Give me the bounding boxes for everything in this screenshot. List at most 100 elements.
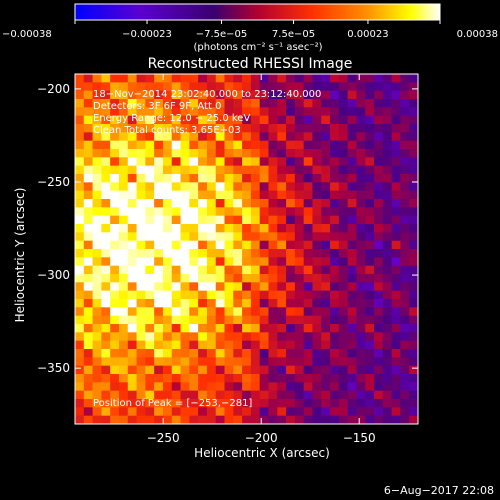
heatmap-cell	[145, 290, 155, 300]
heatmap-cell	[224, 149, 234, 158]
heatmap-cell	[250, 299, 261, 308]
heatmap-cell	[400, 132, 410, 142]
heatmap-cell	[198, 132, 208, 142]
heatmap-cell	[154, 149, 164, 158]
heatmap-cell	[250, 165, 261, 175]
heatmap-cell	[400, 82, 410, 92]
heatmap-cell	[136, 165, 146, 175]
heatmap-cell	[154, 365, 164, 375]
heatmap-cell	[75, 165, 85, 175]
heatmap-cell	[198, 349, 208, 358]
heatmap-cell	[356, 115, 366, 125]
heatmap-cell	[321, 165, 331, 175]
heatmap-cell	[409, 215, 418, 225]
heatmap-cell	[136, 207, 146, 217]
heatmap-cell	[215, 282, 225, 292]
heatmap-cell	[145, 399, 155, 408]
heatmap-cell	[312, 157, 322, 167]
heatmap-cell	[321, 74, 331, 83]
heatmap-cell	[365, 365, 375, 375]
heatmap-cell	[180, 124, 190, 133]
heatmap-cell	[312, 132, 322, 142]
heatmap-cell	[75, 357, 85, 367]
heatmap-cell	[400, 390, 410, 400]
heatmap-cell	[330, 365, 340, 375]
heatmap-cell	[145, 349, 155, 358]
heatmap-cell	[312, 407, 322, 417]
heatmap-cell	[127, 340, 137, 350]
heatmap-cell	[118, 307, 129, 317]
heatmap-cell	[189, 307, 199, 317]
heatmap-cell	[154, 307, 164, 317]
heatmap-cell	[180, 324, 190, 333]
heatmap-cell	[312, 390, 322, 400]
info-annotation: 18−Nov−2014 23:02:40.000 to 23:12:40.000…	[93, 89, 321, 136]
heatmap-cell	[242, 274, 252, 283]
heatmap-cell	[136, 90, 146, 100]
heatmap-cell	[250, 282, 261, 292]
heatmap-cell	[145, 149, 155, 158]
heatmap-cell	[198, 415, 208, 424]
heatmap-cell	[136, 190, 146, 200]
heatmap-cell	[154, 274, 164, 283]
heatmap-cell	[294, 207, 305, 217]
heatmap-cell	[233, 224, 243, 233]
heatmap-cell	[118, 282, 129, 292]
heatmap-cell	[233, 290, 243, 300]
heatmap-cell	[347, 174, 357, 183]
heatmap-cell	[400, 290, 410, 300]
heatmap-cell	[356, 307, 366, 317]
heatmap-cell	[321, 257, 331, 267]
heatmap-cell	[338, 274, 349, 283]
heatmap-cell	[180, 224, 190, 233]
heatmap-cell	[250, 382, 261, 392]
heatmap-cell	[136, 382, 146, 392]
heatmap-cell	[286, 190, 296, 200]
heatmap-cell	[242, 407, 252, 417]
heatmap-cell	[321, 115, 331, 125]
heatmap-cell	[250, 90, 261, 100]
heatmap-cell	[321, 232, 331, 242]
heatmap-cell	[110, 265, 120, 275]
heatmap-cell	[198, 265, 208, 275]
heatmap-cell	[303, 290, 313, 300]
heatmap-cell	[189, 140, 199, 150]
heatmap-cell	[127, 107, 137, 117]
heatmap-cell	[215, 374, 225, 383]
heatmap-cell	[110, 274, 120, 283]
heatmap-cell	[347, 165, 357, 175]
heatmap-cell	[189, 290, 199, 300]
heatmap-cell	[250, 157, 261, 167]
heatmap-cell	[268, 382, 278, 392]
heatmap-cell	[268, 374, 278, 383]
heatmap-cell	[400, 299, 410, 308]
heatmap-cell	[233, 407, 243, 417]
heatmap-cell	[268, 240, 278, 250]
heatmap-cell	[189, 357, 199, 367]
heatmap-cell	[198, 290, 208, 300]
heatmap-cell	[330, 124, 340, 133]
heatmap-cell	[224, 82, 234, 92]
heatmap-cell	[330, 107, 340, 117]
footer-date: 6−Aug−2017 22:08	[384, 484, 494, 497]
heatmap-cell	[145, 382, 155, 392]
heatmap-cell	[110, 349, 120, 358]
heatmap-cell	[145, 107, 155, 117]
heatmap-cell	[312, 274, 322, 283]
heatmap-cell	[347, 357, 357, 367]
heatmap-cell	[206, 165, 217, 175]
heatmap-cell	[286, 157, 296, 167]
heatmap-cell	[303, 115, 313, 125]
heatmap-cell	[154, 174, 164, 183]
heatmap-cell	[101, 215, 111, 225]
heatmap-cell	[171, 274, 181, 283]
heatmap-cell	[286, 140, 296, 150]
heatmap-cell	[356, 274, 366, 283]
heatmap-cell	[277, 157, 287, 167]
heatmap-cell	[409, 365, 418, 375]
heatmap-cell	[286, 382, 296, 392]
heatmap-cell	[312, 365, 322, 375]
heatmap-cell	[110, 332, 120, 342]
heatmap-cell	[101, 265, 111, 275]
heatmap-cell	[118, 332, 129, 342]
